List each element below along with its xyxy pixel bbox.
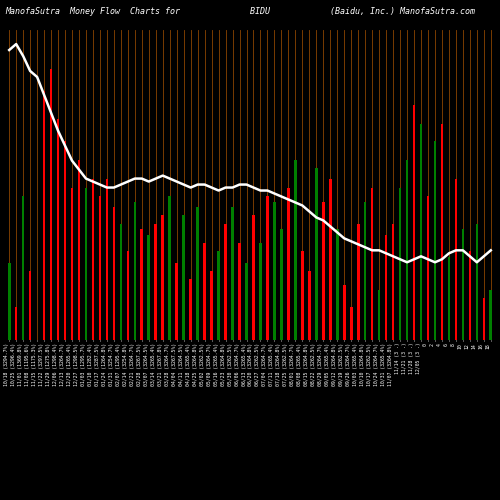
Bar [252, 216, 255, 340]
Bar [357, 224, 360, 340]
Bar [315, 168, 318, 340]
Bar [308, 271, 310, 340]
Bar [378, 290, 380, 340]
Bar [126, 252, 129, 340]
Bar [15, 307, 18, 340]
Bar [490, 290, 492, 340]
Bar [64, 140, 66, 340]
Bar [92, 180, 94, 340]
Bar [43, 91, 46, 340]
Bar [224, 224, 227, 340]
Bar [231, 207, 234, 340]
Text: ManofaSutra  Money Flow  Charts for              BIDU            (Baidu, Inc.) M: ManofaSutra Money Flow Charts for BIDU (… [5, 8, 475, 16]
Bar [112, 207, 115, 340]
Bar [398, 188, 402, 340]
Bar [218, 252, 220, 340]
Bar [343, 284, 345, 340]
Bar [294, 160, 296, 340]
Bar [406, 160, 408, 340]
Bar [468, 252, 471, 340]
Bar [420, 124, 422, 340]
Bar [364, 202, 366, 340]
Bar [148, 235, 150, 340]
Bar [482, 298, 485, 340]
Bar [120, 224, 122, 340]
Bar [168, 196, 171, 340]
Bar [84, 188, 87, 340]
Bar [176, 262, 178, 340]
Bar [154, 224, 157, 340]
Bar [56, 118, 59, 340]
Bar [371, 188, 374, 340]
Bar [301, 252, 304, 340]
Bar [190, 279, 192, 340]
Bar [273, 202, 276, 340]
Bar [245, 262, 248, 340]
Bar [210, 271, 213, 340]
Bar [78, 160, 80, 340]
Bar [426, 196, 430, 340]
Bar [329, 180, 332, 340]
Bar [440, 124, 444, 340]
Bar [106, 180, 108, 340]
Bar [22, 196, 25, 340]
Bar [392, 224, 394, 340]
Bar [322, 202, 324, 340]
Bar [434, 140, 436, 340]
Bar [162, 216, 164, 340]
Bar [50, 68, 52, 340]
Bar [70, 188, 74, 340]
Bar [462, 230, 464, 340]
Bar [204, 243, 206, 340]
Bar [385, 235, 388, 340]
Bar [134, 202, 136, 340]
Bar [182, 216, 185, 340]
Bar [140, 230, 143, 340]
Bar [350, 307, 352, 340]
Bar [8, 262, 10, 340]
Bar [476, 224, 478, 340]
Bar [29, 271, 32, 340]
Bar [259, 243, 262, 340]
Bar [98, 196, 102, 340]
Bar [448, 257, 450, 340]
Bar [412, 104, 416, 340]
Bar [454, 180, 457, 340]
Bar [280, 230, 282, 340]
Bar [287, 188, 290, 340]
Bar [336, 230, 338, 340]
Bar [196, 207, 199, 340]
Bar [266, 196, 269, 340]
Bar [238, 243, 241, 340]
